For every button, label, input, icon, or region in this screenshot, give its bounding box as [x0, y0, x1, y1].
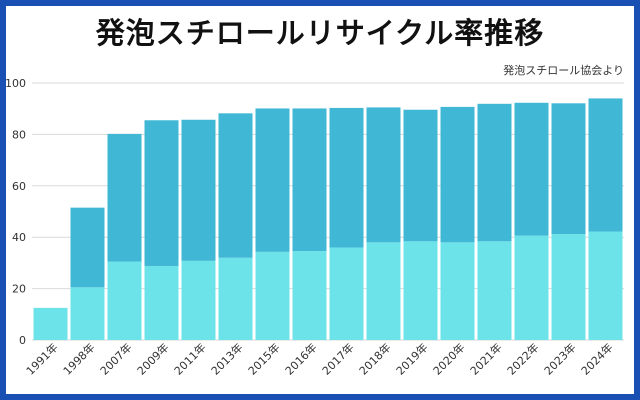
x-tick-label: 2011年: [171, 340, 208, 377]
bar-upper-segment: [70, 207, 105, 288]
y-tick-label: 80: [12, 128, 26, 141]
bar-lower-segment: [588, 231, 623, 340]
y-tick-label: 40: [12, 231, 26, 244]
x-tick-label: 2016年: [282, 340, 319, 377]
bar-lower-segment: [33, 307, 68, 340]
bar-upper-segment: [366, 107, 401, 243]
bar-upper-segment: [440, 106, 475, 243]
bar-upper-segment: [329, 107, 364, 248]
bar-upper-segment: [218, 113, 253, 258]
bar-upper-segment: [181, 119, 216, 261]
chart-title: 発泡スチロールリサイクル率推移: [95, 16, 545, 50]
bar-lower-segment: [292, 251, 327, 340]
x-tick-label: 2023年: [541, 340, 578, 377]
y-tick-label: 100: [6, 77, 26, 90]
bar-lower-segment: [551, 234, 586, 340]
bar-upper-segment: [588, 98, 623, 232]
x-tick-label: 2024年: [578, 340, 615, 377]
bar-lower-segment: [366, 242, 401, 340]
bar-upper-segment: [477, 103, 512, 242]
bar-lower-segment: [403, 241, 438, 340]
x-tick-label: 2022年: [504, 340, 541, 377]
bar-upper-segment: [144, 120, 179, 266]
x-tick-label: 2009年: [134, 340, 171, 377]
bar-lower-segment: [218, 257, 253, 340]
chart-frame: 発泡スチロールリサイクル率推移 発泡スチロール協会より 0 20 40 60 80 100…: [6, 6, 634, 394]
x-tick-label: 2015年: [245, 340, 282, 377]
bar-lower-segment: [181, 260, 216, 340]
x-tick-label: 1991年: [23, 340, 60, 377]
bar-lower-segment: [107, 261, 142, 340]
bar-lower-segment: [477, 241, 512, 340]
bar-lower-segment: [144, 265, 179, 340]
x-tick-label: 2013年: [208, 340, 245, 377]
x-tick-label: 2007年: [97, 340, 134, 377]
bar-upper-segment: [551, 103, 586, 235]
y-tick-label: 60: [12, 180, 26, 193]
bar-upper-segment: [514, 102, 549, 236]
x-tick-label: 1998年: [60, 340, 97, 377]
bar-lower-segment: [514, 235, 549, 340]
x-tick-label: 2018年: [356, 340, 393, 377]
x-tick-label: 2019年: [393, 340, 430, 377]
x-tick-label: 2017年: [319, 340, 356, 377]
bar-lower-segment: [255, 251, 290, 340]
y-tick-label: 0: [19, 334, 26, 347]
bar-lower-segment: [329, 247, 364, 340]
x-tick-label: 2020年: [430, 340, 467, 377]
bar-upper-segment: [107, 133, 142, 262]
bar-upper-segment: [255, 108, 290, 252]
x-tick-label: 2021年: [467, 340, 504, 377]
bar-upper-segment: [292, 108, 327, 252]
source-note: 発泡スチロール協会より: [503, 64, 624, 77]
bar-lower-segment: [440, 242, 475, 340]
bar-upper-segment: [403, 109, 438, 242]
y-tick-label: 20: [12, 283, 26, 296]
bar-lower-segment: [70, 287, 105, 340]
